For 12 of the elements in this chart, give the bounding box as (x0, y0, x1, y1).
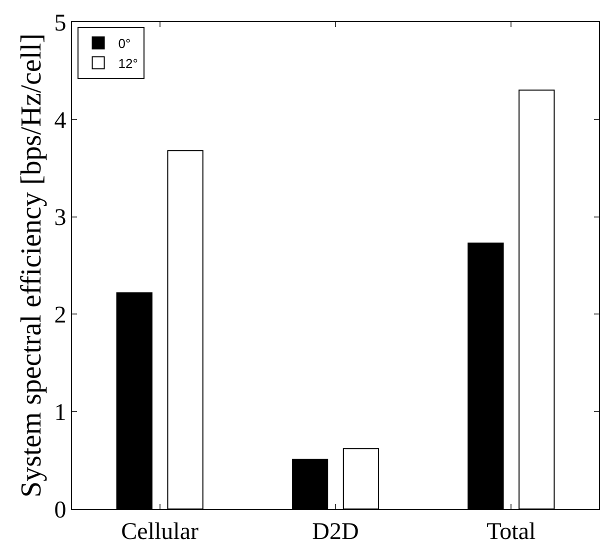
y-tick-label: 4 (54, 108, 66, 134)
x-tick-label: Cellular (121, 518, 198, 545)
legend-label: 12° (118, 56, 138, 71)
x-tick-label: D2D (312, 518, 359, 545)
y-tick-label: 5 (54, 10, 66, 36)
y-tick-label: 0 (54, 497, 66, 524)
y-tick-label: 3 (54, 205, 66, 232)
y-tick-label: 1 (54, 400, 66, 426)
legend-label: 0° (118, 36, 131, 51)
y-tick-label: 2 (54, 302, 66, 329)
y-axis-title: System spectral efficiency [bps/Hz/cell] (16, 33, 48, 498)
x-tick-label: Total (486, 518, 536, 545)
